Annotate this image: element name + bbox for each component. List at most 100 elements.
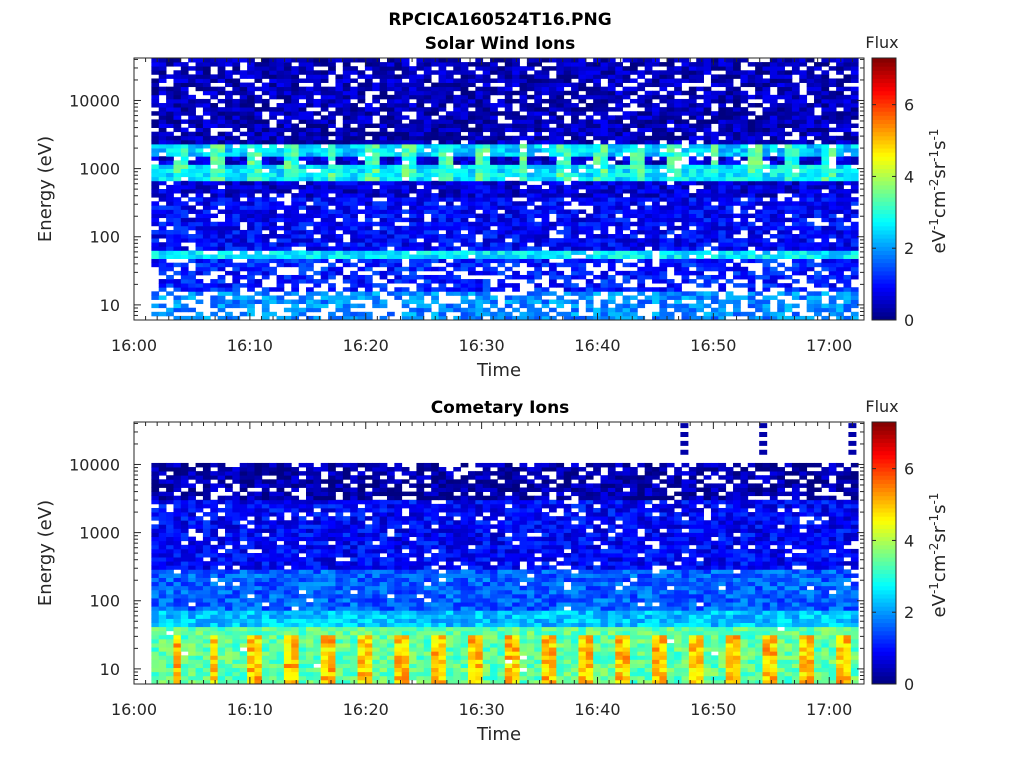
heatmap-cell [548, 131, 557, 137]
heatmap-cell [571, 250, 579, 255]
heatmap-cell [806, 299, 815, 305]
heatmap-cell [195, 287, 204, 292]
heatmap-cell [637, 299, 646, 305]
heatmap-cell [814, 90, 822, 96]
heatmap-cell [445, 94, 454, 100]
heatmap-cell [188, 238, 196, 243]
heatmap-cell [180, 246, 189, 251]
heatmap-cell [445, 180, 454, 186]
heatmap-cell [158, 270, 167, 276]
heatmap-cell [460, 189, 469, 194]
heatmap-cell [666, 315, 675, 321]
heatmap-cell [769, 295, 778, 300]
heatmap-cell [423, 274, 432, 280]
heatmap-cell [269, 201, 277, 206]
heatmap-cell [173, 160, 182, 165]
heatmap-cell [173, 262, 182, 268]
heatmap-cell [777, 139, 785, 145]
heatmap-cell [843, 180, 852, 186]
heatmap-cell [556, 283, 565, 288]
heatmap-cell [755, 119, 763, 124]
heatmap-cell [674, 119, 682, 124]
heatmap-cell [799, 242, 808, 247]
heatmap-cell [541, 221, 550, 227]
heatmap-cell [652, 209, 660, 214]
heatmap-cell [298, 217, 307, 223]
heatmap-cell [364, 205, 373, 210]
heatmap-cell [313, 291, 322, 296]
heatmap-cell [821, 213, 830, 219]
heatmap-cell [541, 180, 550, 186]
heatmap-cell [814, 193, 822, 198]
heatmap-cell [379, 180, 388, 186]
heatmap-cell [431, 234, 439, 239]
heatmap-cell [423, 307, 432, 313]
heatmap-cell [777, 82, 785, 88]
heatmap-cell [718, 283, 727, 288]
heatmap-cell [151, 176, 160, 182]
heatmap-cell [784, 152, 793, 157]
heatmap-cell [585, 299, 594, 305]
heatmap-cell [814, 78, 822, 83]
heatmap-cell [666, 135, 675, 141]
heatmap-cell [350, 250, 358, 255]
heatmap-cell [703, 266, 712, 272]
heatmap-cell [497, 189, 506, 194]
heatmap-cell [644, 258, 653, 264]
heatmap-cell [799, 193, 808, 198]
heatmap-cell [306, 193, 314, 198]
heatmap-cell [254, 258, 263, 264]
heatmap-cell [806, 131, 815, 137]
heatmap-cell [261, 180, 270, 186]
heatmap-cell [431, 229, 439, 235]
heatmap-cell [526, 213, 535, 219]
heatmap-cell [335, 172, 344, 178]
heatmap-cell [188, 180, 196, 186]
heatmap-cell [548, 283, 557, 288]
heatmap-cell [600, 221, 609, 227]
heatmap-cell [674, 103, 682, 108]
heatmap-cell [342, 148, 351, 153]
heatmap-cell [755, 86, 763, 92]
heatmap-cell [298, 234, 307, 239]
heatmap-cell [460, 66, 469, 71]
heatmap-cell [585, 225, 594, 231]
heatmap-cell [453, 303, 462, 309]
heatmap-cell [438, 123, 447, 128]
heatmap-cell [512, 238, 520, 243]
heatmap-cell [814, 209, 822, 214]
heatmap-cell [335, 201, 344, 206]
heatmap-cell [357, 238, 366, 243]
heatmap-cell [166, 291, 174, 296]
heatmap-cell [423, 209, 432, 214]
heatmap-cell [232, 266, 241, 272]
heatmap-cell [725, 82, 734, 88]
heatmap-cell [313, 303, 322, 309]
heatmap-cell [364, 119, 373, 124]
heatmap-cell [350, 148, 358, 153]
heatmap-cell [232, 115, 241, 120]
heatmap-cell [725, 156, 734, 161]
heatmap-cell [681, 189, 690, 194]
heatmap-cell [409, 270, 417, 276]
heatmap-cell [747, 62, 756, 67]
heatmap-cell [445, 74, 454, 79]
heatmap-cell [652, 131, 660, 137]
heatmap-cell [696, 127, 704, 133]
heatmap-cell [850, 254, 859, 259]
heatmap-cell [306, 131, 314, 137]
heatmap-cell [534, 164, 542, 169]
heatmap-cell [600, 168, 609, 174]
heatmap-cell [814, 303, 822, 309]
heatmap-cell [210, 279, 219, 284]
heatmap-cell [490, 62, 498, 67]
heatmap-cell [519, 135, 528, 141]
heatmap-cell [225, 184, 233, 190]
heatmap-cell [166, 242, 174, 247]
heatmap-cell [490, 168, 498, 174]
heatmap-cell [688, 103, 697, 108]
heatmap-cell [217, 70, 226, 75]
heatmap-cell [475, 258, 484, 264]
heatmap-cell [637, 250, 646, 255]
heatmap-cell [423, 291, 432, 296]
